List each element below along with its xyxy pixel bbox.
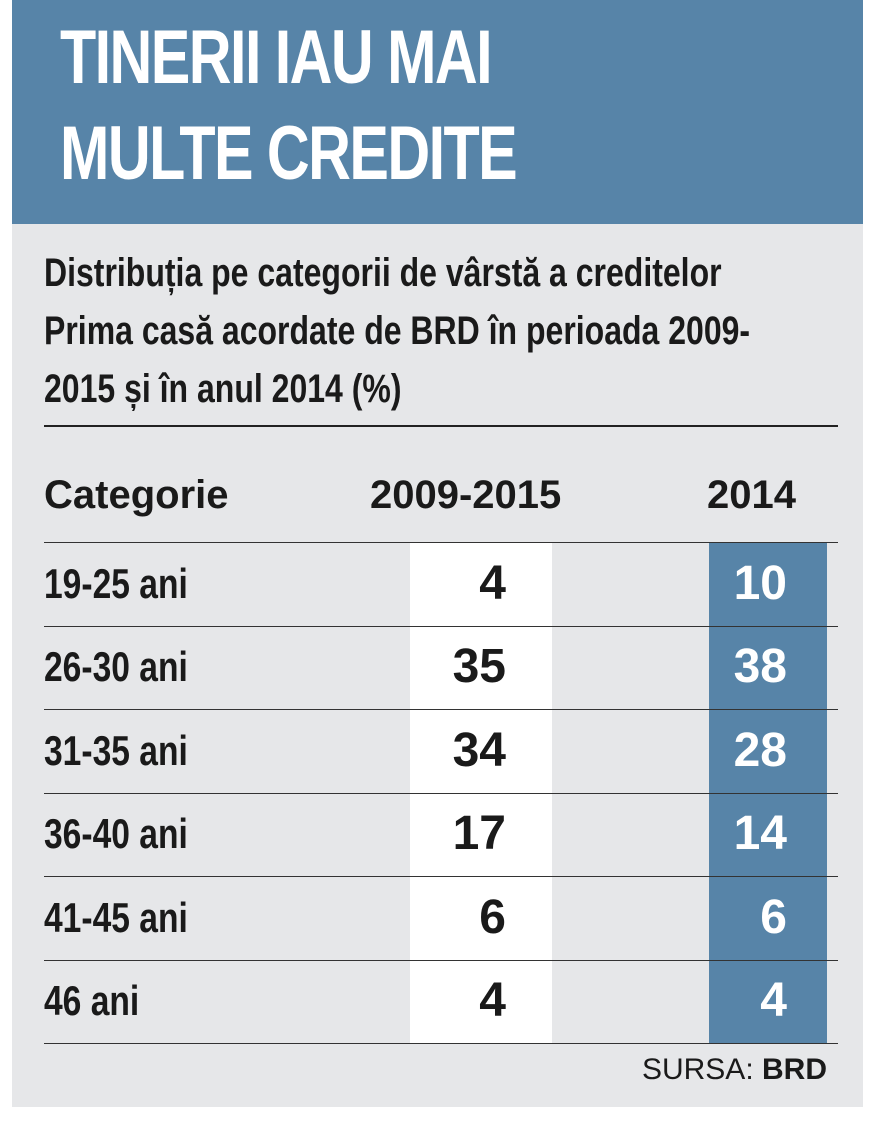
row-divider — [44, 876, 838, 877]
title-banner: TINERII IAU MAI MULTE CREDITE — [12, 0, 863, 224]
table-cell-year-value: 14 — [733, 807, 787, 861]
table-cell-category: 46 ani — [44, 977, 140, 1025]
table-cell-period-value: 6 — [479, 890, 506, 944]
row-divider — [44, 792, 838, 794]
table-cell-year-value: 6 — [760, 890, 787, 944]
table-cell-year-value: 10 — [733, 556, 787, 610]
infographic-panel: TINERII IAU MAI MULTE CREDITE Distribuți… — [12, 0, 863, 1107]
row-divider — [44, 959, 838, 961]
table-cell-period-value: 35 — [452, 640, 506, 694]
table-cell-period-value: 4 — [479, 974, 506, 1028]
table-cell-year-value: 28 — [733, 723, 787, 777]
row-divider — [44, 1043, 838, 1044]
row-divider — [44, 709, 838, 710]
subtitle: Distribuția pe categorii de vârstă a cre… — [44, 251, 751, 411]
column-header-year: 2014 — [707, 473, 796, 517]
table-cell-period-value: 17 — [452, 807, 506, 861]
row-divider — [44, 625, 838, 627]
source-note: SURSA: BRD — [572, 1050, 827, 1090]
row-divider — [44, 542, 838, 543]
page-title: TINERII IAU MAI MULTE CREDITE — [60, 15, 518, 196]
table-cell-period-value: 34 — [452, 723, 506, 777]
table-cell-category: 41-45 ani — [44, 893, 188, 941]
table-cell-period-value: 4 — [479, 556, 506, 610]
table-cell-year-value: 38 — [733, 640, 787, 694]
table-cell-year-value: 4 — [760, 974, 787, 1028]
source-value: BRD — [762, 1053, 827, 1086]
table-cell-category: 19-25 ani — [44, 559, 188, 607]
source-label: SURSA: — [641, 1053, 754, 1086]
table-cell-category: 26-30 ani — [44, 643, 188, 691]
column-header-category: Categorie — [44, 473, 229, 517]
table-cell-category: 36-40 ani — [44, 810, 188, 858]
divider — [44, 425, 838, 427]
column-header-period: 2009-2015 — [370, 473, 562, 517]
table-cell-category: 31-35 ani — [44, 726, 188, 774]
